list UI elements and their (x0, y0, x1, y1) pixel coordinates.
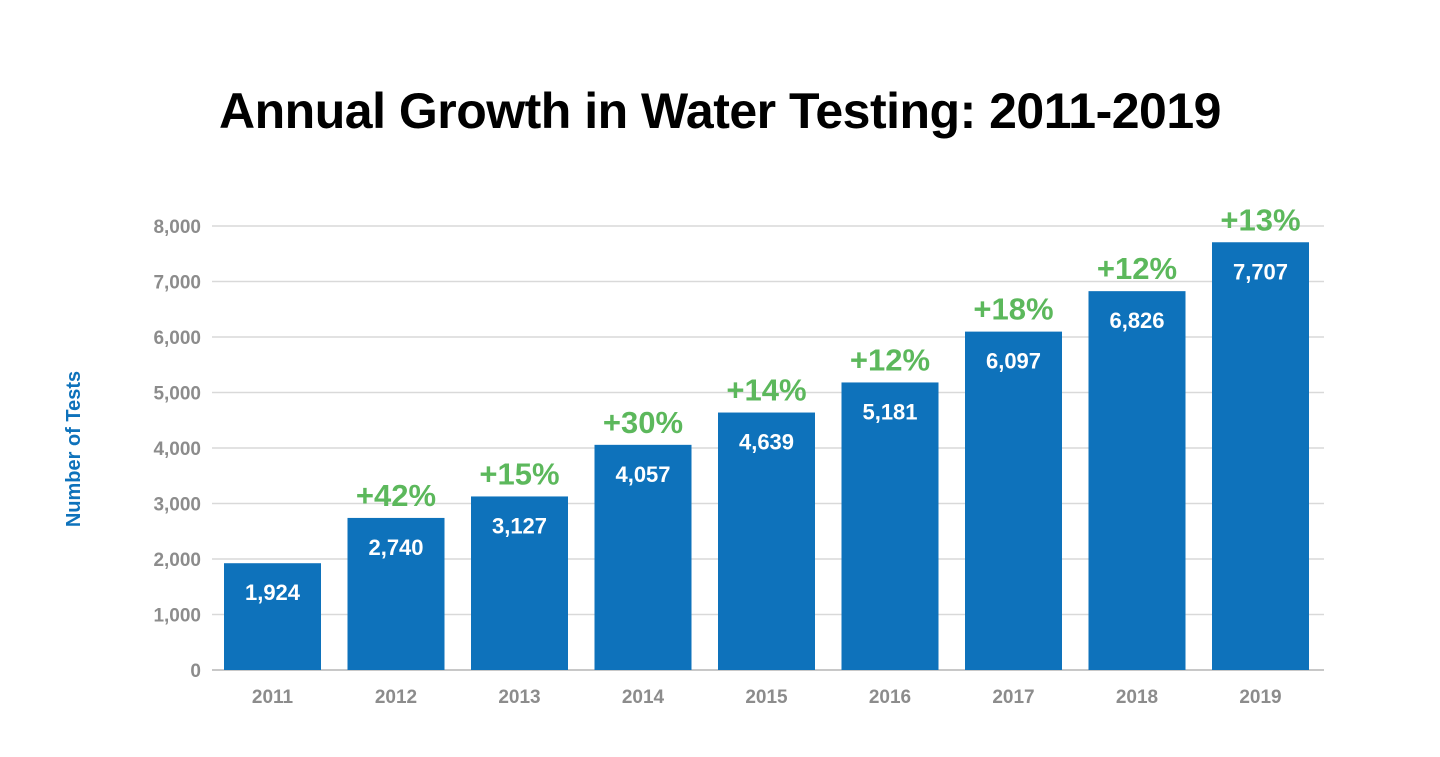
x-tick-label: 2012 (375, 687, 417, 708)
y-tick-label: 2,000 (153, 550, 201, 571)
y-axis-label: Number of Tests (63, 371, 85, 527)
bar-value-label: 4,639 (739, 430, 794, 455)
y-tick-label: 0 (190, 661, 201, 682)
x-tick-label: 2019 (1239, 687, 1281, 708)
x-tick-label: 2011 (252, 687, 294, 708)
bar-value-label: 7,707 (1233, 259, 1288, 284)
bar (841, 382, 939, 670)
bar-value-label: 1,924 (245, 580, 301, 605)
growth-label: +13% (1220, 202, 1300, 237)
growth-label: +12% (850, 342, 930, 377)
bar (594, 444, 692, 670)
y-tick-label: 4,000 (153, 439, 201, 460)
bar-value-label: 6,826 (1109, 308, 1164, 333)
bar (471, 496, 568, 670)
x-tick-label: 2014 (622, 687, 665, 708)
bar (1088, 291, 1186, 670)
bar-value-label: 6,097 (986, 349, 1041, 374)
x-axis-ticks: 2011 2012 2013 2014 2015 2016 2017 2018 2019 (252, 687, 1282, 708)
growth-label: +42% (356, 478, 436, 513)
y-tick-label: 7,000 (153, 273, 201, 294)
bar (1212, 242, 1309, 670)
bar (224, 563, 321, 670)
x-tick-label: 2015 (745, 687, 788, 708)
y-axis-ticks: 0 1,000 2,000 3,000 4,000 5,000 6,000 7,000 8,00… (153, 217, 201, 682)
bar-value-label: 4,057 (615, 462, 670, 487)
y-tick-label: 5,000 (153, 384, 201, 405)
growth-label: +30% (603, 405, 683, 440)
bar (718, 412, 815, 670)
bar (347, 517, 445, 670)
bar-value-label: 3,127 (492, 513, 547, 538)
bar (965, 331, 1062, 670)
bar-value-label: 2,740 (368, 535, 423, 560)
growth-label: +18% (973, 292, 1053, 327)
x-tick-label: 2017 (992, 687, 1034, 708)
x-tick-label: 2013 (498, 687, 540, 708)
x-tick-label: 2016 (869, 687, 911, 708)
y-tick-label: 6,000 (153, 328, 201, 349)
growth-label: +14% (726, 373, 806, 408)
bar-value-label: 5,181 (862, 399, 917, 424)
chart-title: Annual Growth in Water Testing: 2011-201… (219, 83, 1221, 139)
y-tick-label: 8,000 (153, 217, 201, 238)
growth-label: +12% (1097, 251, 1177, 286)
growth-label: +15% (479, 456, 559, 491)
y-tick-label: 1,000 (153, 606, 201, 627)
x-tick-label: 2018 (1116, 687, 1158, 708)
bars: 1,924 2,740 +42% 3,127 +15% 4,057 +30% 4,639 +14… (224, 202, 1309, 670)
y-tick-label: 3,000 (153, 495, 201, 516)
